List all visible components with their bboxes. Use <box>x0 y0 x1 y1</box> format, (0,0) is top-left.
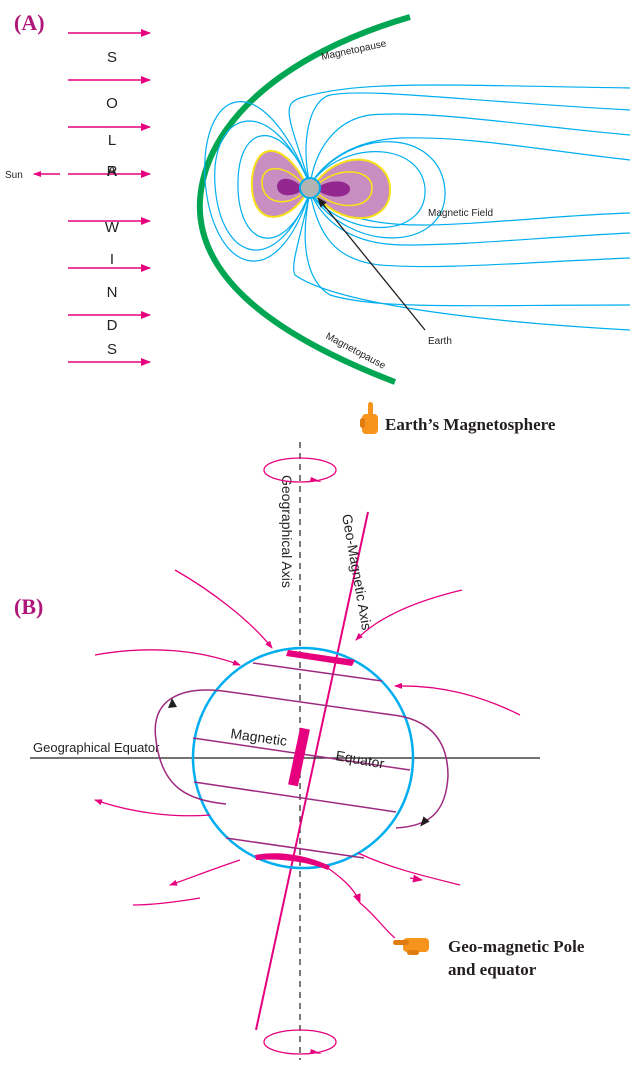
pointing-hand-icon <box>360 402 378 434</box>
panel-a-label: (A) <box>14 10 45 35</box>
loop-arrowhead <box>420 816 430 827</box>
caption-pole-line1: Geo-magnetic Pole <box>448 937 585 956</box>
earth-circle <box>191 646 415 870</box>
magnetopause-label-top: Magnetopause <box>320 38 387 63</box>
earth-label: Earth <box>428 336 452 347</box>
pointing-hand-icon <box>393 938 429 955</box>
geomagnetic-axis-line <box>255 511 369 1031</box>
caption-magnetosphere: Earth’s Magnetosphere <box>385 415 556 434</box>
solar-wind-arrows <box>33 29 151 366</box>
caption-pole-line2: and equator <box>448 960 537 979</box>
solar-wind-letter: S <box>107 49 117 66</box>
solar-wind-letter: O <box>106 95 118 112</box>
central-magnet <box>288 727 310 787</box>
solar-wind-letter-r: R <box>107 163 118 180</box>
magnetic-field-label: Magnetic Field <box>428 208 493 219</box>
rotation-ellipse-bottom <box>263 1029 337 1055</box>
solar-wind-letter: N <box>107 284 118 301</box>
geographical-equator-label: Geographical Equator <box>33 740 160 755</box>
external-field-lines <box>94 569 521 939</box>
earth-globe <box>299 177 321 199</box>
solar-wind-letter: S <box>107 341 117 358</box>
earth-pointer-arrow <box>317 197 426 331</box>
solar-wind-letter: D <box>107 317 118 334</box>
rotation-arrowhead <box>310 1049 322 1054</box>
solar-wind-letter: I <box>110 251 114 268</box>
loop-arrowhead <box>168 698 177 708</box>
radiation-belts <box>250 150 392 220</box>
loop-left <box>154 689 231 805</box>
magnetic-field-lines <box>204 84 631 331</box>
magnetopause-curve <box>196 14 411 385</box>
geomagnetic-axis-label: Geo-Magnetic Axis <box>339 513 375 631</box>
solar-wind-letter: W <box>105 219 120 236</box>
solar-wind-letter: A <box>107 163 117 180</box>
sun-label: Sun <box>5 170 23 181</box>
magnetic-pole-north <box>286 650 355 666</box>
solar-wind-letter: L <box>108 132 116 149</box>
rotation-ellipse-top <box>263 457 337 483</box>
rotation-arrowhead <box>310 477 322 482</box>
loop-right <box>395 715 449 829</box>
panel-b-label: (B) <box>14 594 43 619</box>
solar-winds-letters: S O L A W I N D S <box>105 49 120 358</box>
magnetic-equator-word-2: Equator <box>334 747 385 771</box>
magnetic-pole-south <box>255 853 330 870</box>
magnetic-equator-word-1: Magnetic <box>230 725 288 749</box>
geographical-axis-label: Geographical Axis <box>279 475 295 588</box>
